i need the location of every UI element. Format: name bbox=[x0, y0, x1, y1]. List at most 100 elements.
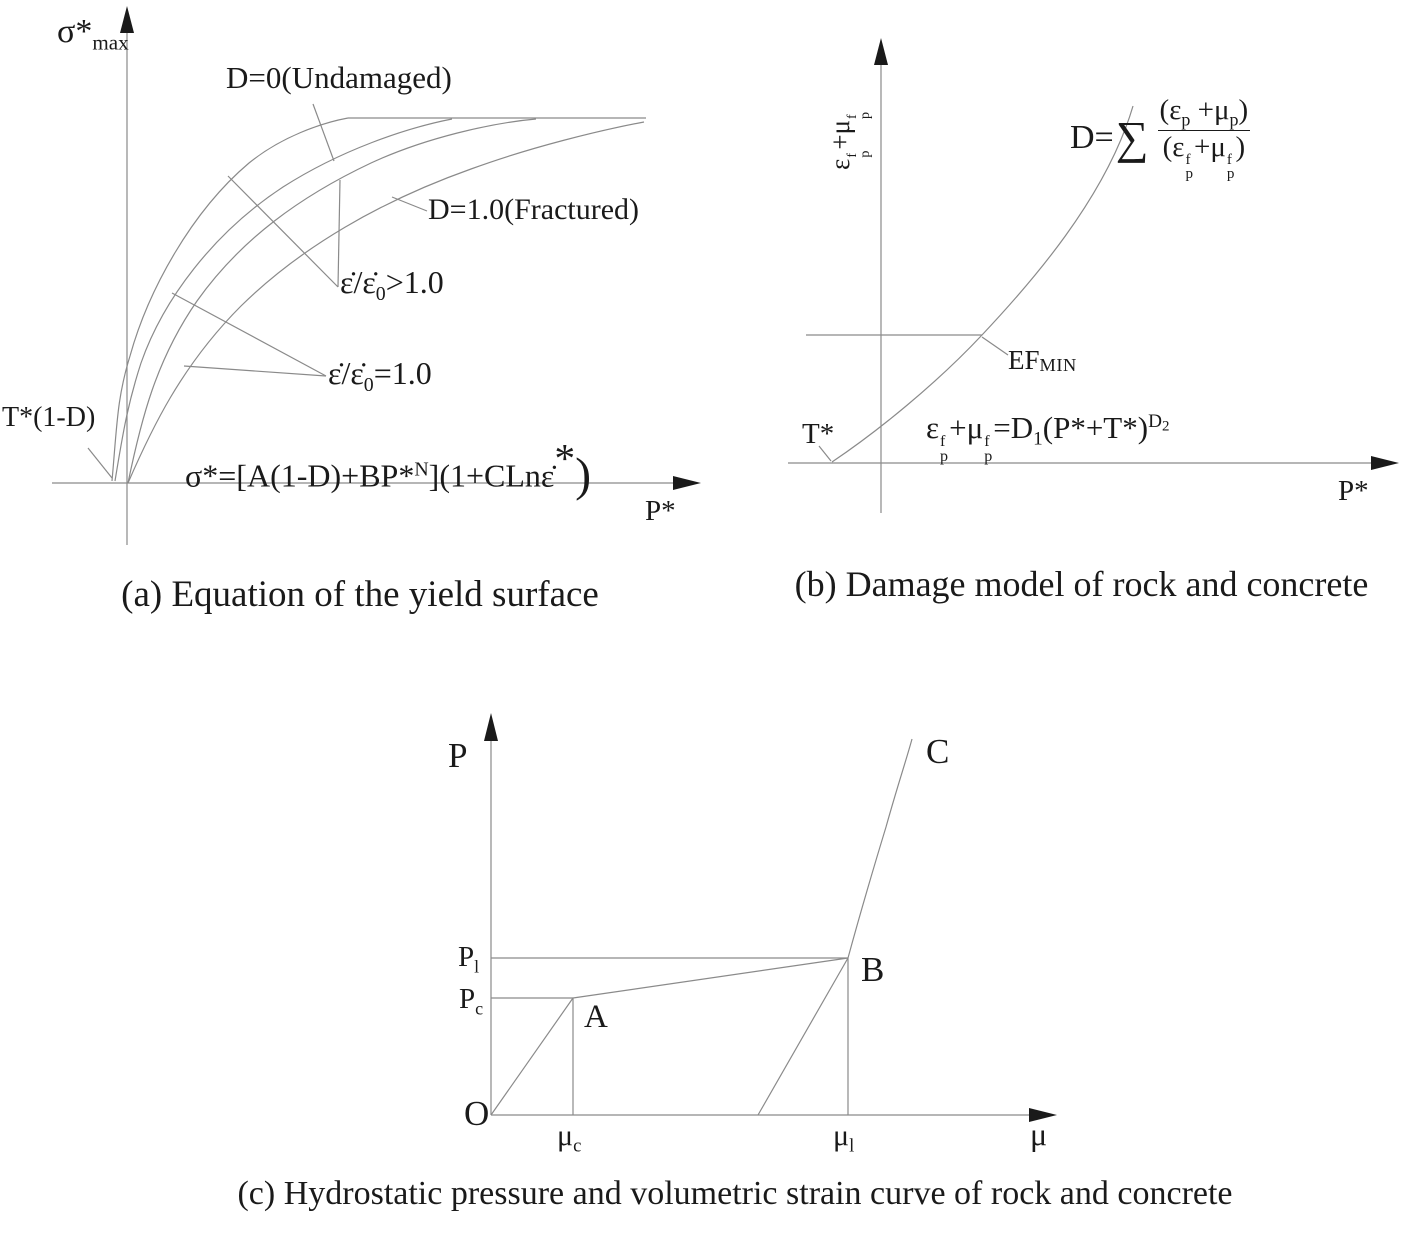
panel-c-axes bbox=[484, 713, 1057, 1122]
dsum-num-plus: +μ bbox=[1190, 94, 1230, 126]
leader-tstar-b bbox=[818, 445, 832, 462]
panel-a-y-arrow-icon bbox=[120, 6, 134, 33]
beq-f1: f bbox=[940, 433, 946, 451]
leader-rate-unit-1 bbox=[171, 292, 327, 377]
tensile-intercept-label: T*(1-D) bbox=[2, 402, 96, 433]
panel-b-curves bbox=[806, 105, 1134, 463]
yield-curve-d1-ref-rate bbox=[127, 121, 645, 484]
panel-b-x-axis-label: P* bbox=[1338, 475, 1369, 507]
panel-a-leader-lines bbox=[87, 103, 428, 479]
sigma-max-main: σ* bbox=[57, 13, 93, 50]
crush-segment-ab bbox=[572, 957, 849, 999]
beq-mu: +μ bbox=[949, 410, 984, 445]
damage-strain-equation: ε f p +μ f p =D1(P*+T*)D2 bbox=[926, 410, 1169, 466]
damage-sum-formula: D= ∑ (εp +μp) (ε f p +μ f p) bbox=[1070, 94, 1253, 182]
yield-curve-d0-ref-rate bbox=[114, 118, 453, 482]
panel-a-x-arrow-icon bbox=[673, 476, 701, 490]
p-lock-main: P bbox=[458, 941, 475, 973]
point-a-label: A bbox=[584, 999, 608, 1035]
yield-eq-epsdot: ε̇ bbox=[540, 457, 555, 494]
caption-a: (a) Equation of the yield surface bbox=[121, 574, 599, 615]
beq-p2: p bbox=[984, 448, 993, 466]
dsum-den-plus: +μ bbox=[1193, 131, 1226, 164]
dsum-den-close: ) bbox=[1235, 131, 1246, 164]
yield-eq-main: σ*=[A(1-D)+BP* bbox=[185, 457, 415, 494]
leader-fractured bbox=[391, 196, 428, 212]
unloading-line bbox=[757, 957, 849, 1116]
dsum-den-p2: p bbox=[1226, 166, 1235, 182]
panel-a-curves bbox=[111, 117, 646, 484]
yield-equation: σ*=[A(1-D)+BP*N](1+CLnε̇*) bbox=[185, 435, 592, 502]
panel-a-x-axis-label: P* bbox=[645, 495, 676, 527]
rate-high-post: >1.0 bbox=[385, 264, 444, 300]
sigma-max-sub: max bbox=[92, 30, 129, 55]
beq-mid: (P*+T*) bbox=[1042, 410, 1149, 445]
mu-crush-label: μc bbox=[557, 1120, 581, 1156]
leader-rate-high-2 bbox=[337, 179, 341, 288]
efmin-label: EFMIN bbox=[1008, 346, 1077, 375]
leader-tensile-intercept bbox=[87, 447, 113, 479]
panel-b-axes bbox=[788, 38, 1399, 513]
b-ylabel-eps: ε bbox=[825, 158, 855, 170]
b-ylabel-mu: +μ bbox=[825, 119, 855, 150]
point-b-label: B bbox=[861, 950, 885, 989]
beq-f2: f bbox=[984, 433, 990, 451]
dsum-denominator: (ε f p +μ f p) bbox=[1157, 130, 1251, 182]
mu-crush-sub: c bbox=[573, 1135, 582, 1157]
efmin-sub: MIN bbox=[1039, 355, 1077, 376]
elastic-segment-oa bbox=[490, 997, 574, 1116]
mu-lock-sub: l bbox=[849, 1135, 855, 1157]
point-c-label: C bbox=[926, 732, 950, 771]
mu-lock-label: μl bbox=[833, 1120, 854, 1156]
tstar-b-label: T* bbox=[802, 418, 835, 450]
rate-unit-post: =1.0 bbox=[373, 355, 432, 391]
panel-c-x-arrow-icon bbox=[1029, 1108, 1057, 1122]
p-lock-sub: l bbox=[474, 956, 480, 977]
panel-b-y-arrow-icon bbox=[874, 38, 888, 65]
leader-efmin bbox=[981, 336, 1009, 356]
beq-eps: ε bbox=[926, 410, 940, 445]
mu-crush-main: μ bbox=[557, 1119, 574, 1152]
panel-a-axes bbox=[52, 6, 701, 545]
beq-exp-d: D bbox=[1148, 411, 1162, 433]
yield-eq-exp-n: N bbox=[414, 458, 429, 481]
beq-eqd: =D bbox=[993, 410, 1034, 445]
panel-c-construction bbox=[490, 738, 913, 1116]
dsum-fraction: (εp +μp) (ε f p +μ f p) bbox=[1155, 94, 1254, 182]
undamaged-label: D=0(Undamaged) bbox=[226, 60, 452, 95]
panel-c-x-axis-label: μ bbox=[1030, 1116, 1048, 1152]
dsum-num-close: ) bbox=[1238, 94, 1249, 126]
caption-c: (c) Hydrostatic pressure and volumetric … bbox=[237, 1175, 1233, 1212]
b-ylabel-p2: p bbox=[857, 111, 874, 119]
dsum-lead: D= bbox=[1070, 119, 1114, 157]
yield-eq-star: * bbox=[554, 435, 576, 481]
locked-curve-bc bbox=[847, 738, 913, 959]
leader-undamaged bbox=[312, 103, 335, 162]
dsum-num-p2: p bbox=[1229, 109, 1239, 130]
dsum-den-p1: p bbox=[1185, 166, 1193, 182]
origin-label: O bbox=[464, 1094, 490, 1133]
yield-curve-d1-high-rate bbox=[127, 118, 537, 484]
panel-b-x-arrow-icon bbox=[1371, 456, 1399, 470]
rate-unit-label: ε̇/ε̇0=1.0 bbox=[328, 355, 432, 396]
leader-rate-high-1 bbox=[227, 175, 339, 288]
b-ylabel-p1: p bbox=[857, 150, 874, 158]
sum-icon: ∑ bbox=[1115, 112, 1149, 163]
yield-eq-paren: ) bbox=[575, 448, 592, 502]
dsum-den-open: (ε bbox=[1162, 131, 1185, 164]
fractured-label: D=1.0(Fractured) bbox=[428, 193, 640, 226]
damage-strain-curve bbox=[831, 105, 1134, 463]
rate-unit-sub: 0 bbox=[363, 373, 374, 396]
p-crush-label: Pc bbox=[459, 984, 483, 1018]
panel-b-y-axis-label: ε f p +μ f p bbox=[825, 111, 874, 170]
dsum-num-open: (ε bbox=[1159, 94, 1182, 126]
dsum-numerator: (εp +μp) bbox=[1155, 94, 1254, 130]
dsum-num-p1: p bbox=[1181, 109, 1191, 130]
p-lock-label: Pl bbox=[458, 942, 479, 976]
yield-eq-mid: ](1+CLn bbox=[428, 457, 541, 494]
caption-b: (b) Damage model of rock and concrete bbox=[794, 564, 1369, 604]
panel-c-y-arrow-icon bbox=[484, 713, 498, 741]
rate-unit-pre: ε̇/ε̇ bbox=[328, 355, 364, 391]
beq-p1: p bbox=[940, 448, 949, 466]
